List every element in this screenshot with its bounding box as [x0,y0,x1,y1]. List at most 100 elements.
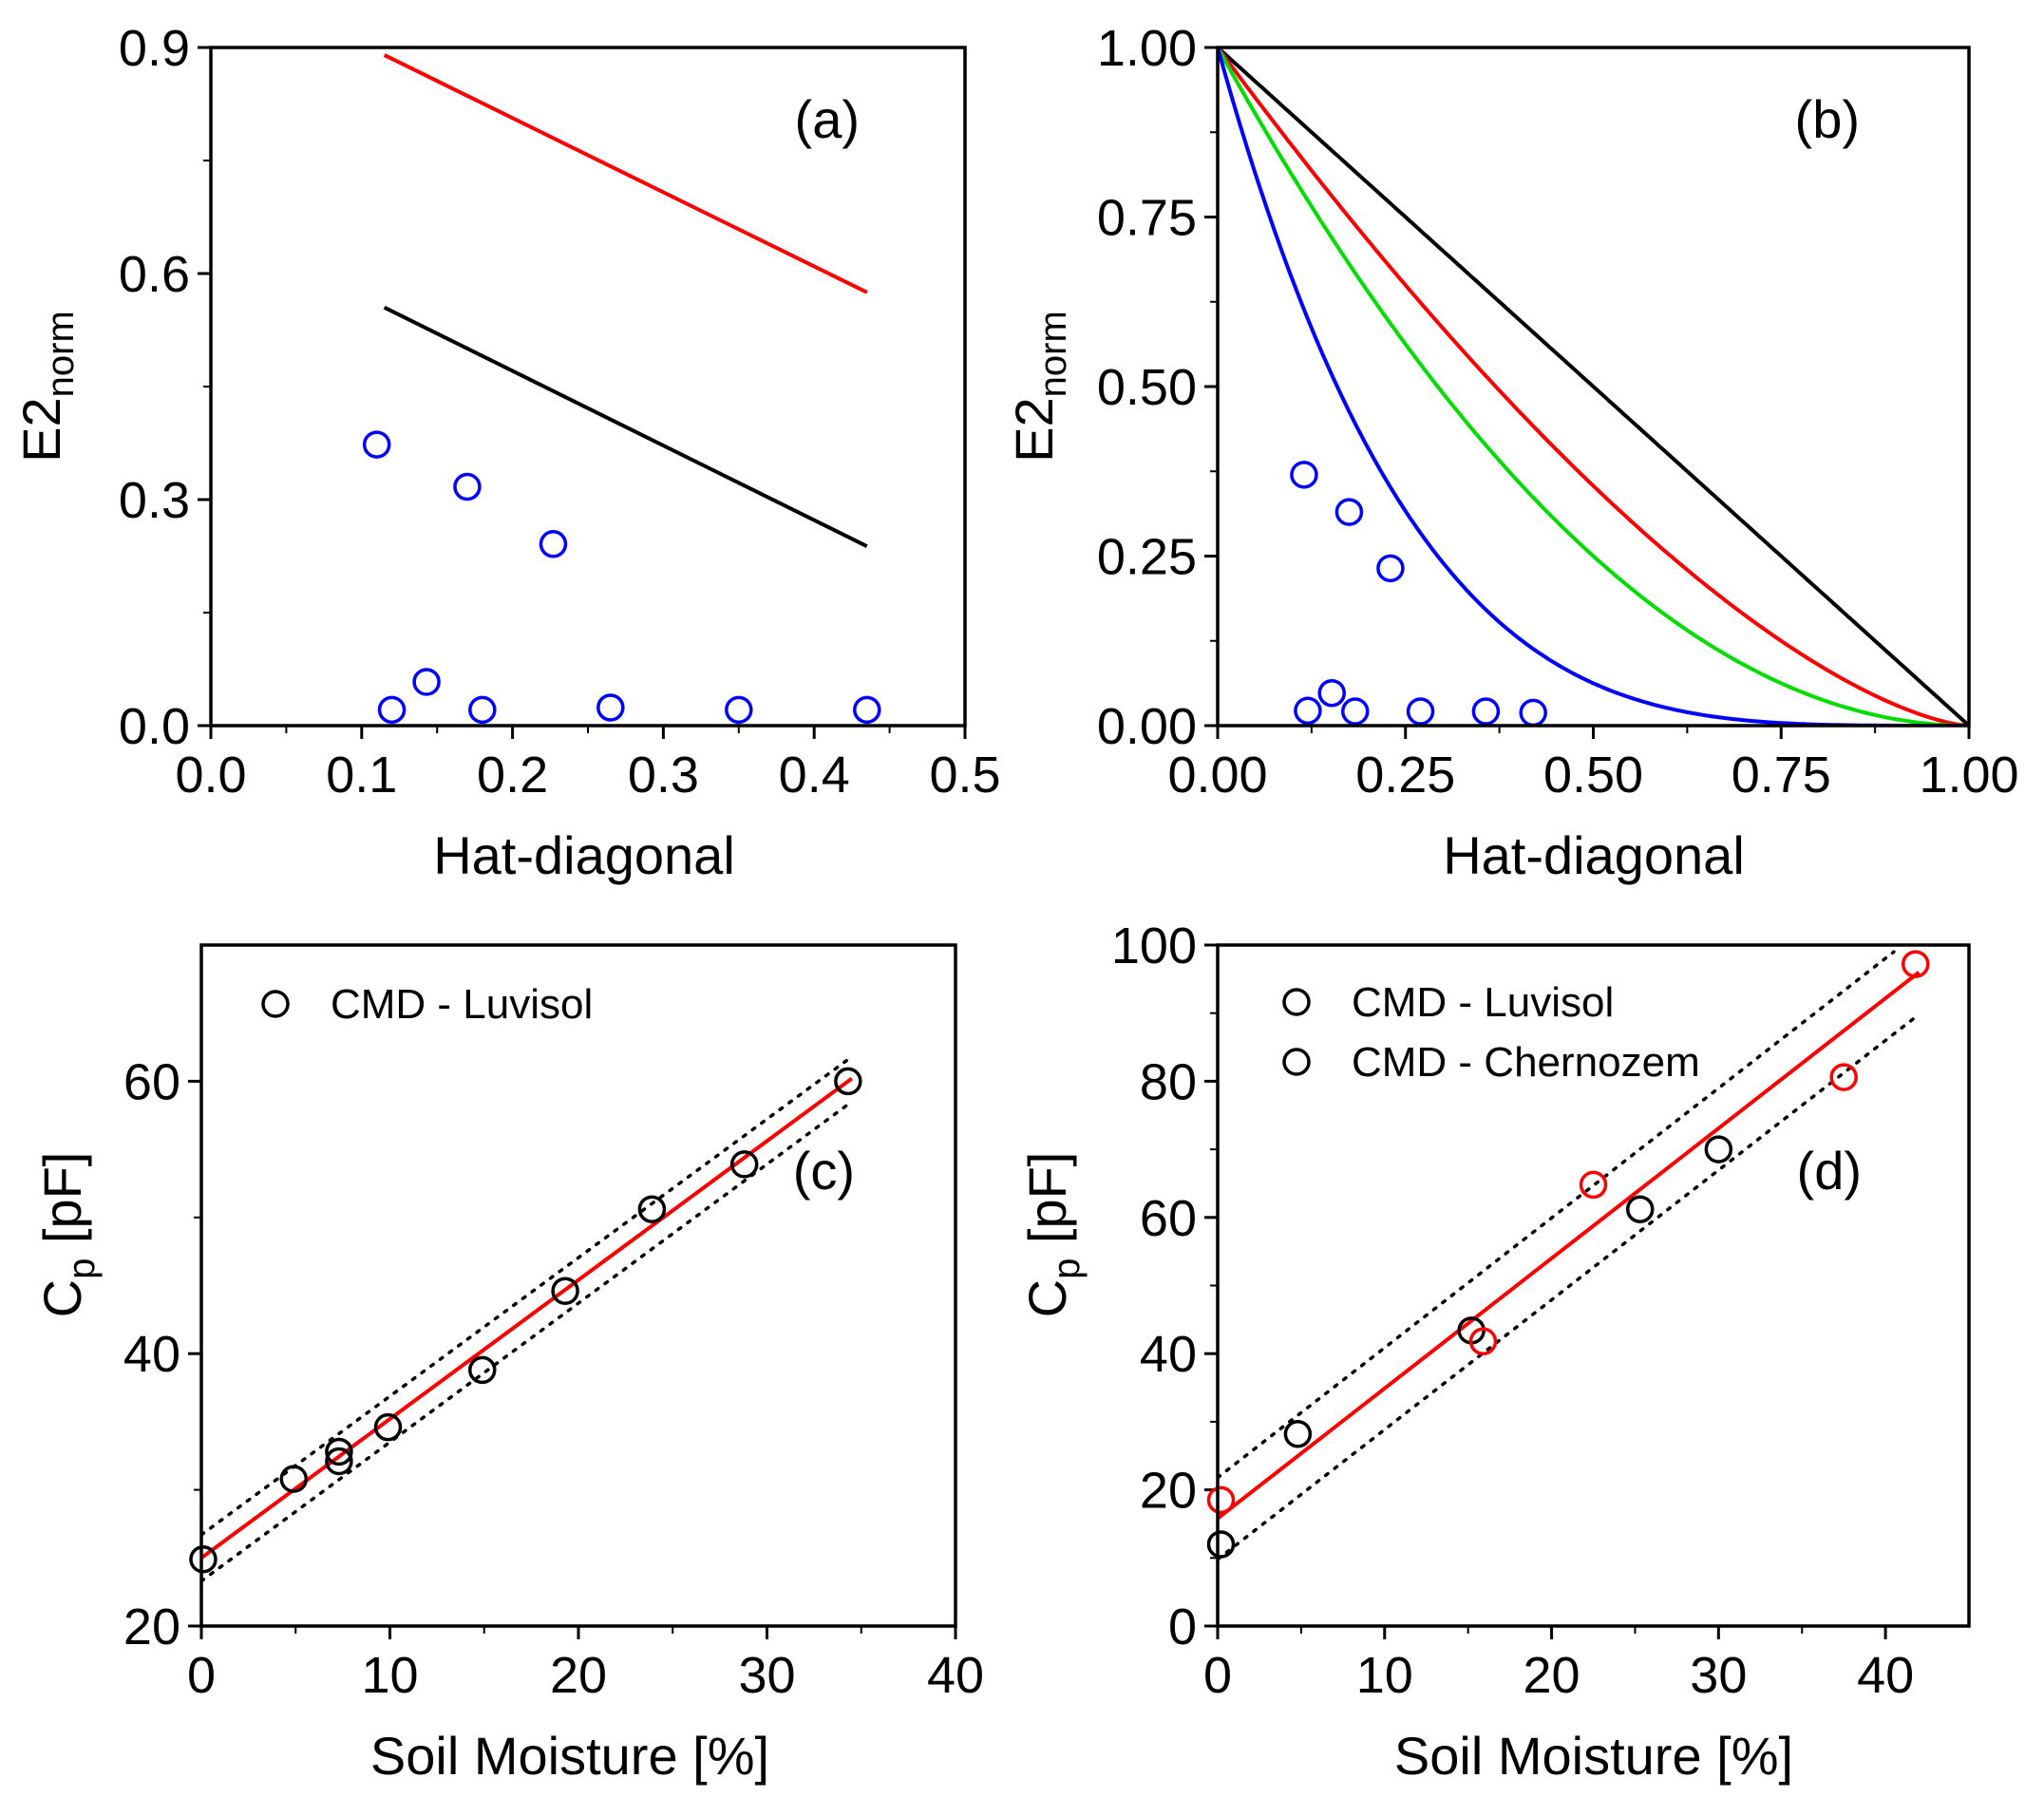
c-legend-label: CMD - Luvisol [331,981,593,1028]
c-plot-area [201,1054,854,1583]
b-curve-2 [1218,47,1969,726]
b-y-axis-title-sub: norm [1032,311,1074,397]
c-legend-marker [261,990,290,1018]
d-y-axis-title-sub: p [1046,1258,1088,1279]
d-panel-label: (d) [1797,1141,1862,1201]
d-y-tick-label: 40 [1140,1326,1197,1383]
a-axes-frame [209,46,967,728]
d-x-tick-label: 30 [1690,1647,1747,1704]
c-x-tick-label: 40 [927,1647,984,1704]
c-data-point [468,1355,497,1385]
d-band-line-1 [1218,1012,1921,1561]
d-legend-marker [1282,1048,1311,1076]
c-data-point [637,1195,667,1223]
c-data-point [834,1067,862,1096]
d-data-point [1468,1327,1498,1356]
d-y-tick-label: 60 [1140,1190,1197,1247]
d-fit-line [1218,971,1921,1521]
d-data-point [1206,1485,1236,1515]
b-y-axis-title-main: E2 [1004,397,1064,463]
d-legend-label: CMD - Chernozem [1352,1039,1700,1086]
d-legend-label: CMD - Luvisol [1352,979,1614,1026]
c-x-tick-label: 0 [187,1647,216,1704]
d-plot-area [1218,950,1921,1561]
a-x-tick-label: 0.4 [779,747,850,804]
c-x-axis-title: Soil Moisture [%] [370,1726,769,1786]
b-y-tick-label: 0.25 [1097,529,1197,586]
b-data-point [1334,498,1364,526]
b-data-point [1294,696,1322,726]
b-y-tick-label: 0.50 [1097,359,1197,416]
d-y-tick-label: 80 [1140,1053,1197,1110]
d-y-axis-title-main: C [1017,1279,1077,1317]
a-data-point [377,695,407,725]
c-x-tick-label: 20 [550,1647,607,1704]
b-x-tick-label: 0.25 [1355,747,1455,804]
a-x-tick-label: 0.0 [175,747,246,804]
d-data-point [1579,1170,1608,1200]
a-x-tick-label: 0.5 [929,747,1000,804]
b-data-point [1519,698,1547,728]
panel-c-chart: 0 10 20 30 40 20 40 60 (c) Soil Moisture [%] Cp [p… [32,943,984,1786]
b-panel-label: (b) [1795,89,1860,149]
c-data-point [373,1412,403,1442]
a-x-axis-title: Hat-diagonal [433,825,735,885]
c-y-tick-label: 40 [123,1326,180,1383]
c-y-axis-title-unit: [pF] [32,1152,92,1258]
b-data-point [1317,678,1346,708]
c-band-line-0 [201,1054,854,1537]
c-data-point [551,1277,579,1305]
d-y-tick-label: 0 [1168,1598,1197,1655]
a-y-tick-label: 0.0 [119,698,190,755]
d-data-point [1704,1135,1733,1163]
b-axes-frame [1216,46,1971,728]
d-data-point [1829,1063,1858,1091]
a-y-axis-title: E2norm [11,311,82,463]
a-y-tick-label: 0.9 [119,20,190,77]
c-x-tick-label: 10 [361,1647,418,1704]
a-y-tick-label: 0.6 [119,246,190,303]
a-y-axis-title-sub: norm [40,311,82,397]
d-x-tick-label: 0 [1203,1647,1232,1704]
panel-a-chart: 0.0 0.1 0.2 0.3 0.4 0.5 0.0 0.3 0.6 0.9 (a) Hat-dia… [11,20,1001,885]
c-y-axis-title-sub: p [61,1258,103,1279]
a-panel-label: (a) [795,89,860,149]
panel-b-chart: 0.00 0.25 0.50 0.75 1.00 0.00 0.25 0.50 0.75 1.00… [1004,20,2019,885]
d-legend-marker [1282,988,1311,1016]
b-y-tick-label: 1.00 [1097,20,1197,77]
c-y-tick-label: 20 [123,1598,180,1655]
b-x-tick-label: 0.50 [1543,747,1643,804]
c-data-point [279,1465,309,1493]
c-data-point [325,1437,353,1466]
b-curve-0 [1218,47,1969,726]
b-plot-area [1218,47,1969,726]
b-curve-1 [1218,47,1969,726]
d-y-tick-label: 100 [1111,917,1197,974]
a-data-point [539,530,568,558]
a-data-point [412,668,441,696]
a-x-tick-label: 0.1 [326,747,397,804]
d-band-line-0 [1218,950,1896,1480]
a-plot-area [383,53,868,548]
c-y-axis-title: Cp [pF] [32,1152,103,1318]
d-data-point [1206,1530,1236,1559]
a-y-axis-title-main: E2 [11,397,71,463]
a-data-point [362,430,391,459]
c-panel-label: (c) [793,1141,855,1201]
b-y-axis-title: E2norm [1004,311,1074,463]
c-x-tick-label: 30 [738,1647,795,1704]
d-x-axis-title: Soil Moisture [%] [1394,1726,1793,1786]
d-y-tick-label: 20 [1140,1463,1197,1520]
b-data-point [1341,697,1370,726]
c-fit-line [201,1076,854,1560]
b-x-axis-title: Hat-diagonal [1443,825,1745,885]
b-data-point [1471,697,1501,726]
d-data-point [1902,950,1930,978]
d-y-axis-title-unit: [pF] [1017,1152,1077,1258]
d-data-point [1283,1420,1313,1448]
d-data-point [1625,1195,1655,1223]
b-data-point [1376,554,1405,583]
d-y-axis-title: Cp [pF] [1017,1152,1088,1318]
b-x-tick-label: 0.75 [1732,747,1831,804]
